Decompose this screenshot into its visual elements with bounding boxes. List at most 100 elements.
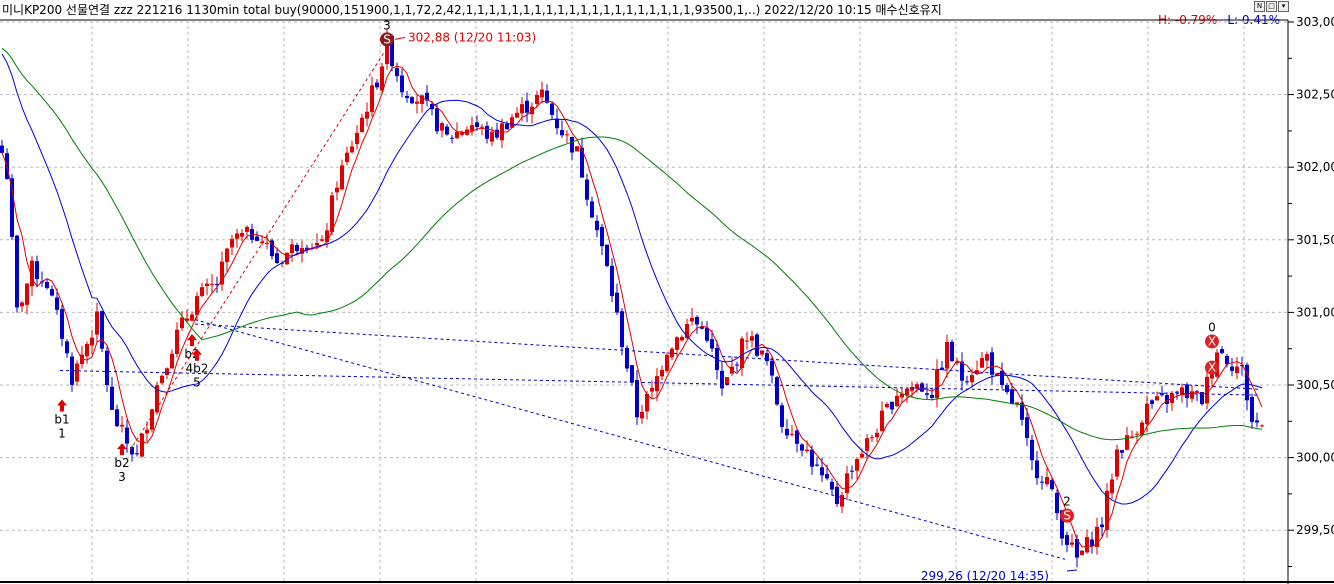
candle-body (360, 117, 364, 133)
candle-body (680, 336, 684, 341)
candle (1250, 393, 1254, 429)
candle (875, 428, 879, 443)
buy-count: 5 (193, 376, 201, 390)
candle (1175, 390, 1179, 400)
candle-body (200, 287, 204, 296)
signal-label: 302,88 (12/20 11:03) (408, 30, 536, 44)
candle-body (930, 395, 934, 398)
sell-signal-icon (380, 32, 394, 47)
candle (760, 350, 764, 357)
candle (900, 387, 904, 403)
candle (515, 107, 519, 118)
candle (795, 429, 799, 453)
candle-body (1155, 396, 1159, 401)
candle (975, 360, 979, 376)
candle (20, 300, 24, 312)
candle-body (1035, 460, 1039, 479)
candle (605, 244, 609, 268)
buy-arrow-icon (57, 399, 67, 412)
dropdown-button[interactable]: ▾ (1278, 1, 1289, 12)
candle-body (140, 433, 144, 457)
candle (30, 256, 34, 297)
candle (525, 92, 529, 123)
candle-body (0, 145, 4, 153)
candle-body (615, 292, 619, 313)
candle-body (255, 236, 259, 241)
candle (830, 478, 834, 496)
candle (1230, 357, 1234, 377)
candle (690, 308, 694, 326)
candle (810, 445, 814, 475)
candle (120, 415, 124, 433)
window-buttons: N □ ▾ (1254, 1, 1289, 12)
candle-body (1210, 373, 1214, 379)
candle (410, 96, 414, 105)
candle (1030, 434, 1034, 471)
candle-body (750, 336, 754, 341)
candle (215, 276, 219, 293)
candle (1240, 356, 1244, 376)
candle (1000, 362, 1004, 389)
candle (220, 251, 224, 291)
candle-body (470, 125, 474, 131)
candle (185, 309, 189, 322)
candle-body (700, 326, 704, 329)
candle (710, 330, 714, 353)
candle-body (915, 384, 919, 389)
candle-body (720, 370, 724, 389)
n-button[interactable]: N (1254, 1, 1265, 12)
candle (1040, 475, 1044, 490)
candle (750, 330, 754, 348)
candle (135, 444, 139, 457)
candle-body (670, 348, 674, 358)
candle-body (320, 239, 324, 241)
candle-body (1230, 366, 1234, 371)
candle (680, 335, 684, 342)
candle (915, 381, 919, 393)
candle (1120, 449, 1124, 459)
candle-body (240, 233, 244, 237)
trendline (59, 369, 1261, 396)
candle (700, 321, 704, 330)
candle-body (315, 243, 319, 246)
candle (705, 321, 709, 343)
candle-body (950, 341, 954, 361)
candle-body (605, 244, 609, 266)
candle (175, 322, 179, 358)
candle-body (735, 364, 739, 366)
candle-body (1245, 364, 1249, 401)
candle-body (1150, 400, 1154, 404)
candle-body (1095, 526, 1099, 547)
candle-body (45, 281, 49, 289)
candle-body (660, 369, 664, 377)
candle (1150, 399, 1154, 409)
candle (230, 234, 234, 256)
sell-signal-icon (1060, 508, 1074, 523)
label-leader (394, 36, 406, 40)
candle (550, 102, 554, 121)
candle-body (690, 317, 694, 322)
moving-average-20 (1, 53, 1263, 505)
candle-body (1140, 422, 1144, 436)
candle-body (855, 459, 859, 471)
candle-body (775, 377, 779, 405)
annotation-exit: X (1205, 360, 1219, 375)
candle-body (1205, 376, 1209, 404)
candle (495, 122, 499, 140)
candle-body (1105, 490, 1109, 531)
candle (890, 401, 894, 415)
candle-body (180, 317, 184, 329)
candle-body (935, 369, 939, 399)
candle (415, 94, 419, 114)
restore-button[interactable]: □ (1266, 1, 1277, 12)
candle-body (965, 381, 969, 383)
candle (1085, 529, 1089, 554)
candle-body (190, 314, 194, 321)
marker-glyph: X (1208, 361, 1216, 375)
candle (50, 285, 54, 297)
trendline (129, 50, 386, 451)
candle (620, 308, 624, 356)
candle (600, 223, 604, 256)
candle-body (675, 337, 679, 350)
